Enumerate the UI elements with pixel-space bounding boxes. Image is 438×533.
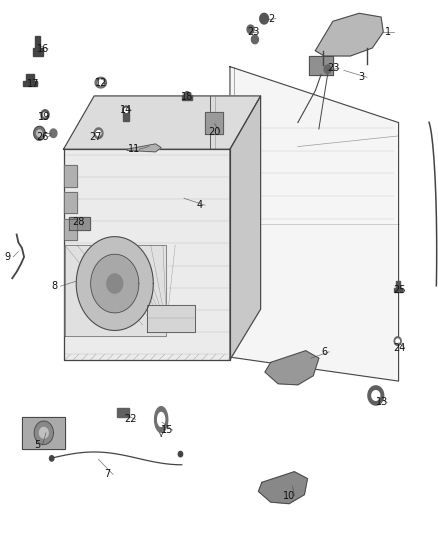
Polygon shape bbox=[26, 74, 34, 81]
Polygon shape bbox=[247, 25, 254, 34]
Text: 23: 23 bbox=[247, 27, 259, 37]
Text: 19: 19 bbox=[38, 112, 50, 122]
Text: 14: 14 bbox=[120, 106, 132, 115]
Polygon shape bbox=[35, 36, 40, 48]
Polygon shape bbox=[309, 56, 333, 75]
Polygon shape bbox=[258, 472, 307, 504]
Polygon shape bbox=[64, 165, 77, 187]
Polygon shape bbox=[372, 391, 380, 400]
Polygon shape bbox=[33, 48, 43, 56]
Text: 2: 2 bbox=[268, 14, 275, 23]
Text: 28: 28 bbox=[72, 217, 84, 227]
Polygon shape bbox=[158, 413, 165, 426]
Polygon shape bbox=[76, 237, 153, 330]
Polygon shape bbox=[34, 126, 45, 140]
Polygon shape bbox=[64, 192, 77, 213]
Polygon shape bbox=[251, 35, 258, 44]
Text: 16: 16 bbox=[37, 44, 49, 54]
Polygon shape bbox=[65, 245, 166, 336]
Polygon shape bbox=[123, 113, 129, 121]
Polygon shape bbox=[324, 65, 331, 74]
Text: 9: 9 bbox=[5, 252, 11, 262]
Polygon shape bbox=[260, 13, 268, 24]
Polygon shape bbox=[49, 456, 54, 461]
Text: 8: 8 bbox=[52, 281, 58, 291]
Polygon shape bbox=[94, 128, 103, 139]
Polygon shape bbox=[127, 144, 161, 152]
Polygon shape bbox=[396, 339, 399, 343]
Polygon shape bbox=[64, 96, 261, 149]
Polygon shape bbox=[394, 337, 401, 345]
Polygon shape bbox=[396, 281, 400, 288]
Text: 12: 12 bbox=[95, 78, 107, 87]
Polygon shape bbox=[23, 81, 37, 86]
Text: 3: 3 bbox=[358, 72, 364, 82]
Text: 22: 22 bbox=[124, 415, 137, 424]
Polygon shape bbox=[184, 92, 190, 98]
Polygon shape bbox=[107, 274, 123, 293]
Polygon shape bbox=[22, 417, 65, 449]
Text: 27: 27 bbox=[89, 132, 102, 142]
Text: 6: 6 bbox=[321, 347, 327, 357]
Polygon shape bbox=[37, 130, 42, 136]
Text: 24: 24 bbox=[393, 343, 406, 352]
Polygon shape bbox=[205, 112, 223, 134]
Text: 10: 10 bbox=[283, 491, 295, 500]
Polygon shape bbox=[315, 13, 383, 56]
Text: 11: 11 bbox=[127, 144, 140, 154]
Polygon shape bbox=[95, 77, 106, 88]
Polygon shape bbox=[117, 408, 129, 417]
Text: 25: 25 bbox=[393, 286, 406, 295]
Polygon shape bbox=[34, 421, 53, 445]
Polygon shape bbox=[91, 254, 139, 313]
Polygon shape bbox=[368, 386, 384, 405]
Polygon shape bbox=[96, 131, 101, 136]
Polygon shape bbox=[147, 305, 195, 332]
Polygon shape bbox=[41, 110, 49, 119]
Polygon shape bbox=[230, 67, 399, 381]
Text: 13: 13 bbox=[376, 398, 388, 407]
Text: 5: 5 bbox=[34, 440, 40, 450]
Text: 17: 17 bbox=[27, 79, 39, 88]
Polygon shape bbox=[98, 80, 103, 85]
Text: 23: 23 bbox=[328, 63, 340, 73]
Polygon shape bbox=[123, 106, 130, 115]
Polygon shape bbox=[182, 95, 192, 100]
Text: 7: 7 bbox=[104, 470, 110, 479]
Polygon shape bbox=[50, 129, 57, 138]
Polygon shape bbox=[39, 427, 48, 438]
Text: 1: 1 bbox=[385, 27, 391, 37]
Text: 15: 15 bbox=[161, 425, 173, 435]
Polygon shape bbox=[64, 149, 230, 360]
Polygon shape bbox=[394, 288, 402, 292]
Text: 4: 4 bbox=[196, 200, 202, 210]
Polygon shape bbox=[69, 217, 90, 230]
Polygon shape bbox=[230, 96, 261, 360]
Polygon shape bbox=[155, 407, 168, 432]
Text: 20: 20 bbox=[208, 127, 221, 137]
Text: 26: 26 bbox=[36, 132, 49, 142]
Text: 18: 18 bbox=[181, 92, 194, 102]
Polygon shape bbox=[265, 351, 319, 385]
Polygon shape bbox=[64, 219, 77, 240]
Polygon shape bbox=[178, 451, 183, 457]
Polygon shape bbox=[43, 112, 47, 117]
Polygon shape bbox=[124, 108, 128, 112]
